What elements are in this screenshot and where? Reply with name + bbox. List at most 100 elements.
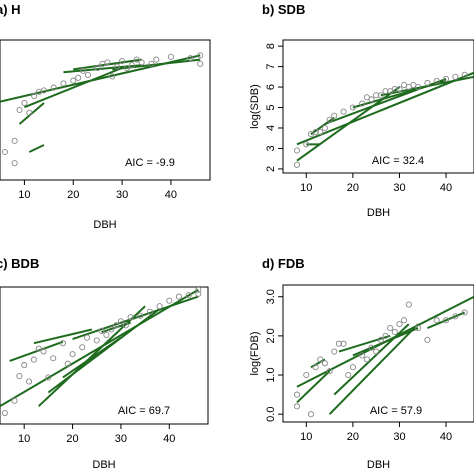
panel-frame — [0, 39, 211, 181]
data-point — [31, 92, 38, 100]
fit-line — [73, 58, 142, 71]
fit-line — [62, 336, 122, 379]
data-point — [452, 73, 459, 80]
panel-frame — [0, 286, 209, 425]
data-point — [175, 293, 183, 300]
data-point — [433, 77, 440, 84]
aic-annotation: AIC = 57.9 — [370, 405, 422, 417]
y-tick-label: 7 — [265, 64, 277, 70]
data-point — [391, 328, 398, 336]
data-point — [415, 325, 422, 332]
x-tick-label: 30 — [393, 431, 405, 443]
y-tick-label: 3 — [265, 145, 277, 151]
data-point — [59, 340, 66, 347]
x-tick-label: 40 — [440, 182, 452, 194]
panel-title: b) SDB — [262, 2, 305, 17]
data-point — [16, 372, 23, 380]
data-point — [401, 317, 408, 324]
fit-line — [427, 311, 466, 329]
aic-annotation: AIC = -9.9 — [125, 157, 175, 169]
fit-line — [296, 370, 331, 404]
data-point — [117, 318, 124, 325]
fit-line — [380, 75, 474, 97]
data-point — [442, 75, 450, 82]
data-point — [50, 84, 57, 91]
y-tick-label: 6 — [265, 84, 277, 90]
data-point — [442, 317, 450, 324]
y-tick-label: 3.0 — [265, 289, 277, 304]
x-tick-label: 20 — [347, 182, 359, 194]
data-point — [75, 74, 82, 81]
data-point — [317, 129, 324, 136]
fit-line — [72, 295, 199, 341]
aic-annotation: AIC = 32.4 — [372, 155, 424, 167]
data-point — [11, 160, 18, 167]
data-point — [391, 86, 398, 93]
y-tick-label: 2.0 — [265, 328, 277, 343]
panel-title: a) H — [0, 2, 21, 17]
data-point — [148, 60, 155, 67]
data-point — [368, 344, 375, 351]
data-point — [373, 92, 380, 99]
data-point — [1, 409, 8, 417]
data-point — [185, 292, 192, 299]
fit-line — [310, 116, 335, 135]
data-point — [11, 137, 18, 144]
panel-frame — [282, 39, 474, 174]
y-tick-label: 5 — [265, 104, 277, 110]
data-point — [123, 64, 131, 72]
data-point — [21, 362, 28, 369]
data-point — [195, 290, 202, 297]
data-point — [349, 364, 356, 371]
data-point — [79, 67, 87, 74]
x-tick-label: 20 — [66, 433, 78, 445]
data-point — [461, 309, 468, 316]
data-point — [312, 129, 319, 136]
data-point — [377, 336, 384, 343]
data-point — [377, 92, 384, 99]
x-tick-label: 40 — [165, 189, 177, 201]
fit-line — [9, 340, 64, 362]
fit-line — [24, 67, 123, 109]
y-tick-label: 2 — [265, 166, 277, 172]
data-point — [197, 52, 204, 59]
fit-line — [328, 323, 419, 415]
data-point — [293, 147, 301, 154]
data-point — [461, 71, 468, 78]
data-point — [307, 411, 315, 418]
panel-frame — [282, 284, 474, 423]
data-point — [326, 116, 333, 123]
data-point — [40, 87, 48, 94]
y-tick-label: 1.0 — [265, 367, 277, 382]
data-point — [35, 345, 42, 352]
fit-line — [112, 58, 201, 71]
data-point — [321, 360, 328, 367]
data-point — [122, 322, 129, 329]
data-point — [396, 321, 403, 328]
data-point — [326, 368, 333, 375]
x-tick-label: 10 — [300, 431, 312, 443]
y-tick-label: 4 — [265, 125, 277, 131]
panel-title: c) BDB — [0, 256, 39, 271]
data-point — [84, 71, 91, 79]
data-point — [166, 297, 173, 304]
fit-line — [33, 328, 93, 345]
data-point — [1, 148, 8, 156]
data-point — [368, 96, 375, 103]
data-point — [79, 344, 86, 351]
data-point — [293, 161, 301, 168]
x-tick-label: 10 — [300, 182, 312, 194]
data-point — [293, 391, 301, 398]
fit-line — [101, 321, 131, 334]
data-point — [108, 326, 115, 333]
data-point — [64, 360, 71, 367]
data-point — [127, 314, 134, 321]
data-point — [387, 325, 394, 332]
y-tick-label: 0.0 — [265, 407, 277, 422]
data-point — [382, 88, 389, 95]
x-tick-label: 30 — [115, 433, 127, 445]
x-tick-label: 40 — [440, 431, 452, 443]
data-point — [40, 348, 47, 355]
data-point — [98, 327, 105, 334]
data-point — [128, 62, 135, 69]
